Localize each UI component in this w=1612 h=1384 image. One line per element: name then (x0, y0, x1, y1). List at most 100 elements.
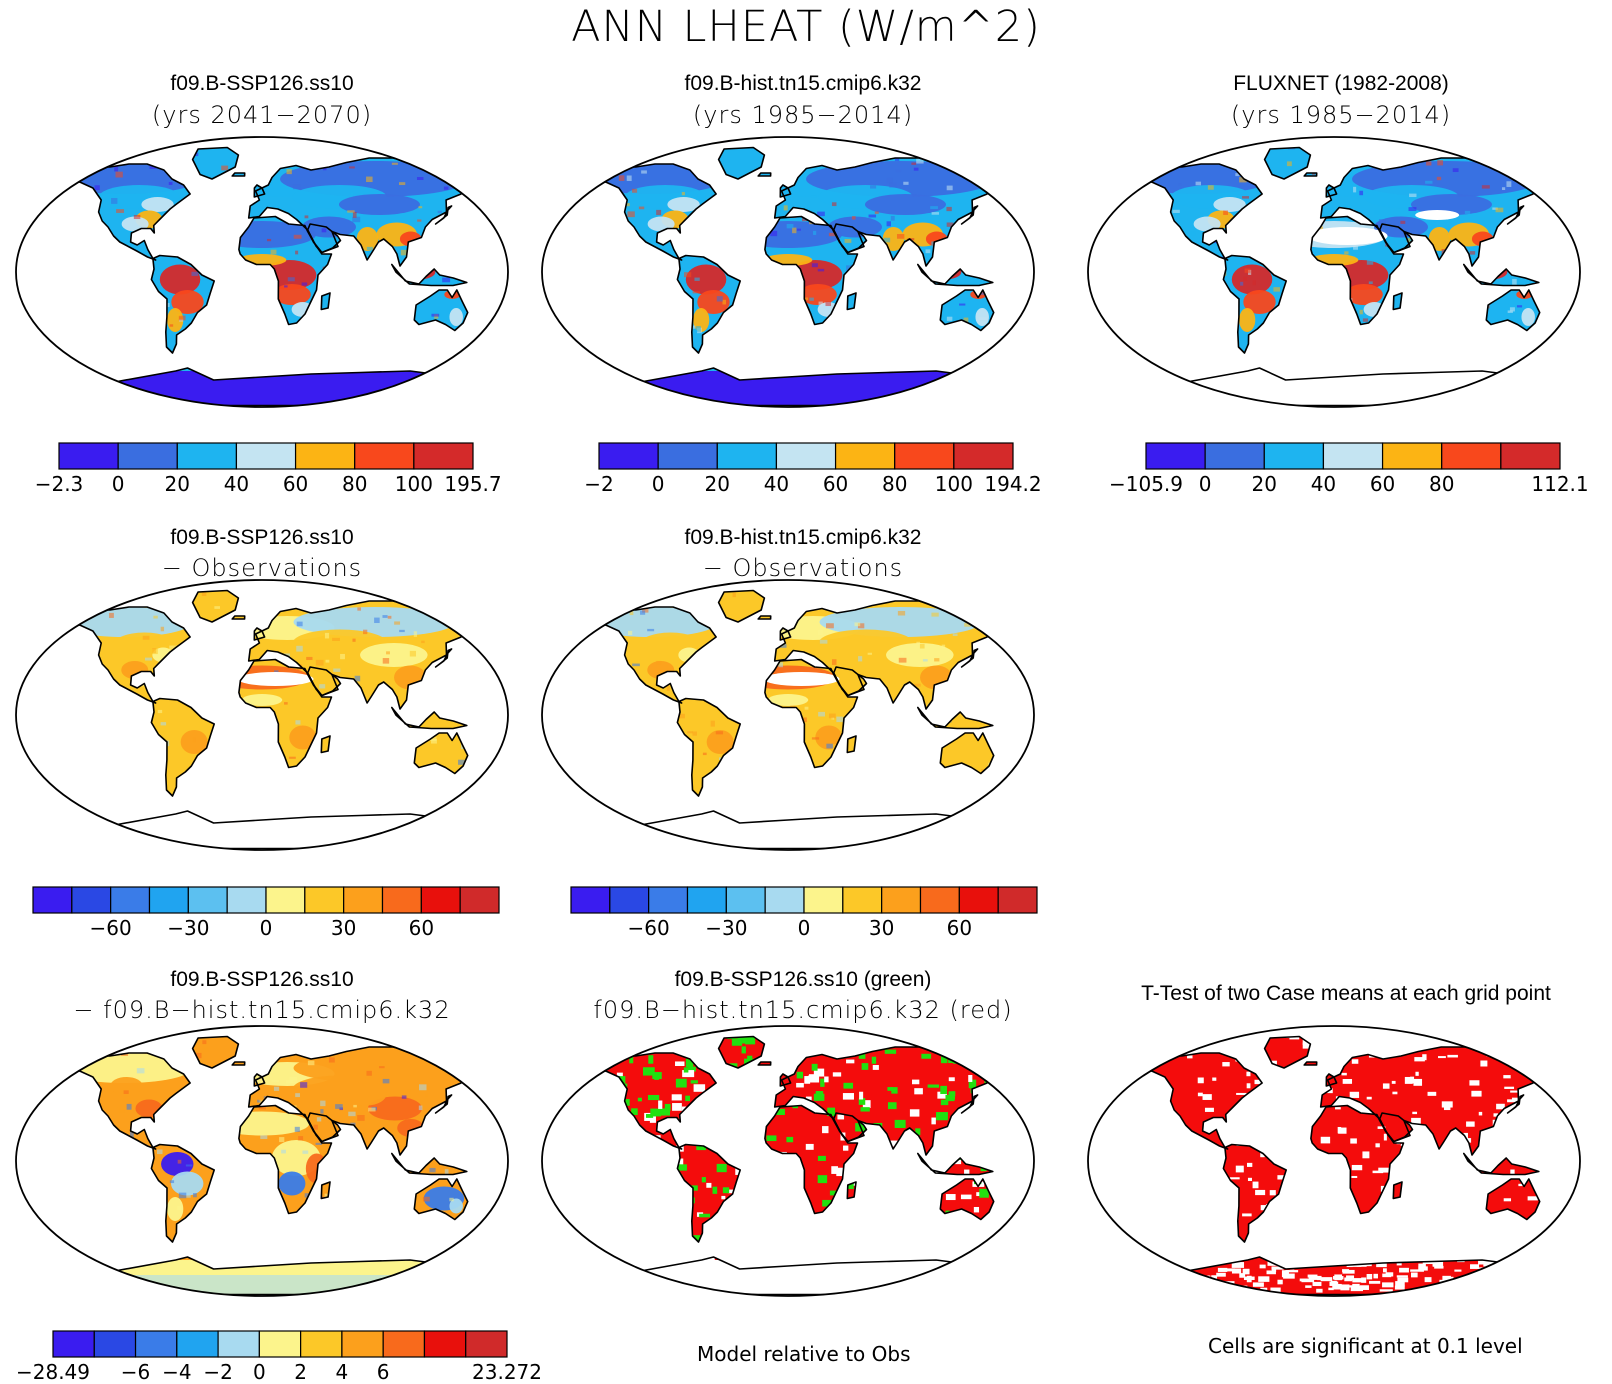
note-model-relative: Model relative to Obs (697, 1342, 911, 1366)
colorbar-3 (1145, 442, 1561, 470)
colorbar-swatch (413, 442, 474, 470)
colorbar-tick-label: 100 (394, 472, 433, 496)
colorbar-tick-label: 2 (294, 1360, 307, 1384)
colorbar-tick-label: 195.7 (444, 472, 502, 496)
panel-4-title: f09.B-SSP126.ss10 (170, 526, 354, 549)
colorbar-swatch (465, 1330, 508, 1358)
colorbar-tick-label: −60 (627, 916, 670, 940)
colorbar-tick-label: −2.3 (34, 472, 84, 496)
colorbar-swatch (52, 1330, 95, 1358)
panel-5-map (541, 579, 1035, 851)
colorbar-tick-label: −2 (584, 472, 614, 496)
panel-3-map (1087, 136, 1581, 408)
colorbar-swatch (775, 442, 837, 470)
colorbar-tick-label: 30 (868, 916, 895, 940)
colorbar-swatch (265, 886, 306, 914)
colorbar-swatch (32, 886, 73, 914)
colorbar-tick-label: 60 (946, 916, 973, 940)
colorbar-swatch (117, 442, 178, 470)
colorbar-swatch (894, 442, 955, 470)
colorbar-tick-label: 0 (651, 472, 665, 496)
colorbar-swatch (1500, 442, 1561, 470)
colorbar-6 (52, 1330, 508, 1358)
panel-8-map (1087, 1025, 1581, 1297)
colorbar-swatch (134, 1330, 178, 1358)
colorbar-swatch (343, 886, 384, 914)
colorbar-swatch (1204, 442, 1265, 470)
colorbar-swatch (148, 886, 189, 914)
colorbar-swatch (842, 886, 883, 914)
colorbar-2 (598, 442, 1014, 470)
panel-7-map (541, 1025, 1035, 1297)
colorbar-tick-label: −60 (89, 916, 132, 940)
panel-7-title: f09.B-SSP126.ss10 (green) (674, 968, 932, 991)
map-boundary (1087, 136, 1581, 408)
colorbar-swatch (834, 442, 896, 470)
colorbar-tick-label: 40 (1310, 472, 1337, 496)
colorbar-swatch (382, 1330, 426, 1358)
colorbar-tick-label: −105.9 (1108, 472, 1184, 496)
panel-6-title: f09.B-SSP126.ss10 (170, 968, 354, 991)
colorbar-5 (570, 886, 1038, 914)
map-boundary (15, 136, 509, 408)
colorbar-4 (32, 886, 500, 914)
colorbar-swatch (881, 886, 922, 914)
colorbar-swatch (648, 886, 689, 914)
colorbar-swatch (725, 886, 766, 914)
colorbar-tick-label: 60 (282, 472, 309, 496)
colorbar-tick-label: 80 (341, 472, 368, 496)
land-fill (44, 1036, 498, 1295)
colorbar-swatch (71, 886, 112, 914)
note-significance: Cells are significant at 0.1 level (1208, 1334, 1523, 1358)
panel-6-subtitle: − f09.B−hist.tn15.cmip6.k32 (73, 996, 451, 1024)
colorbar-tick-label: 20 (704, 472, 731, 496)
colorbar-swatch (187, 886, 228, 914)
panel-2-title: f09.B-hist.tn15.cmip6.k32 (684, 72, 922, 95)
colorbar-tick-label: −30 (167, 916, 210, 940)
panel-3-title: FLUXNET (1982-2008) (1233, 72, 1449, 95)
panel-1-map (15, 136, 509, 408)
panel-1-title: f09.B-SSP126.ss10 (170, 72, 354, 95)
colorbar-tick-label: 0 (111, 472, 125, 496)
colorbar-tick-label: 30 (330, 916, 357, 940)
colorbar-tick-label: 6 (376, 1360, 390, 1384)
colorbar-tick-label: −28.49 (15, 1360, 91, 1384)
colorbar-swatch (958, 886, 999, 914)
colorbar-swatch (609, 886, 650, 914)
colorbar-tick-label: −2 (203, 1360, 233, 1384)
colorbar-swatch (459, 886, 500, 914)
colorbar-tick-label: 60 (822, 472, 849, 496)
colorbar-swatch (58, 442, 119, 470)
colorbar-tick-label: 4 (335, 1360, 349, 1384)
colorbar-swatch (570, 886, 611, 914)
map-boundary (15, 1025, 509, 1297)
colorbar-swatch (304, 886, 345, 914)
colorbar-tick-label: 40 (763, 472, 790, 496)
colorbar-swatch (300, 1330, 343, 1358)
panel-2-subtitle: (yrs 1985−2014) (692, 101, 914, 129)
coastlines (43, 146, 499, 407)
colorbar-swatch (381, 886, 422, 914)
colorbar-tick-label: 60 (408, 916, 435, 940)
colorbar-swatch (1263, 442, 1325, 470)
panel-3-subtitle: (yrs 1985−2014) (1230, 101, 1452, 129)
colorbar-swatch (217, 1330, 260, 1358)
map-boundary (541, 136, 1035, 408)
colorbar-swatch (1322, 442, 1384, 470)
colorbar-tick-label: 40 (223, 472, 250, 496)
colorbar-tick-label: 80 (1428, 472, 1455, 496)
colorbar-swatch (598, 442, 659, 470)
colorbar-tick-label: 80 (881, 472, 908, 496)
map-boundary (1087, 1025, 1581, 1297)
panel-4-map (15, 579, 509, 851)
colorbar-swatch (1145, 442, 1206, 470)
colorbar-tick-label: 0 (797, 916, 811, 940)
colorbar-swatch (764, 886, 805, 914)
colorbar-swatch (420, 886, 461, 914)
colorbar-tick-label: −6 (120, 1360, 151, 1384)
map-boundary (541, 579, 1035, 851)
panel-6-map (15, 1025, 509, 1297)
colorbar-swatch (803, 886, 844, 914)
panel-5-subtitle: − Observations (702, 554, 904, 582)
colorbar-tick-label: 0 (1198, 472, 1212, 496)
